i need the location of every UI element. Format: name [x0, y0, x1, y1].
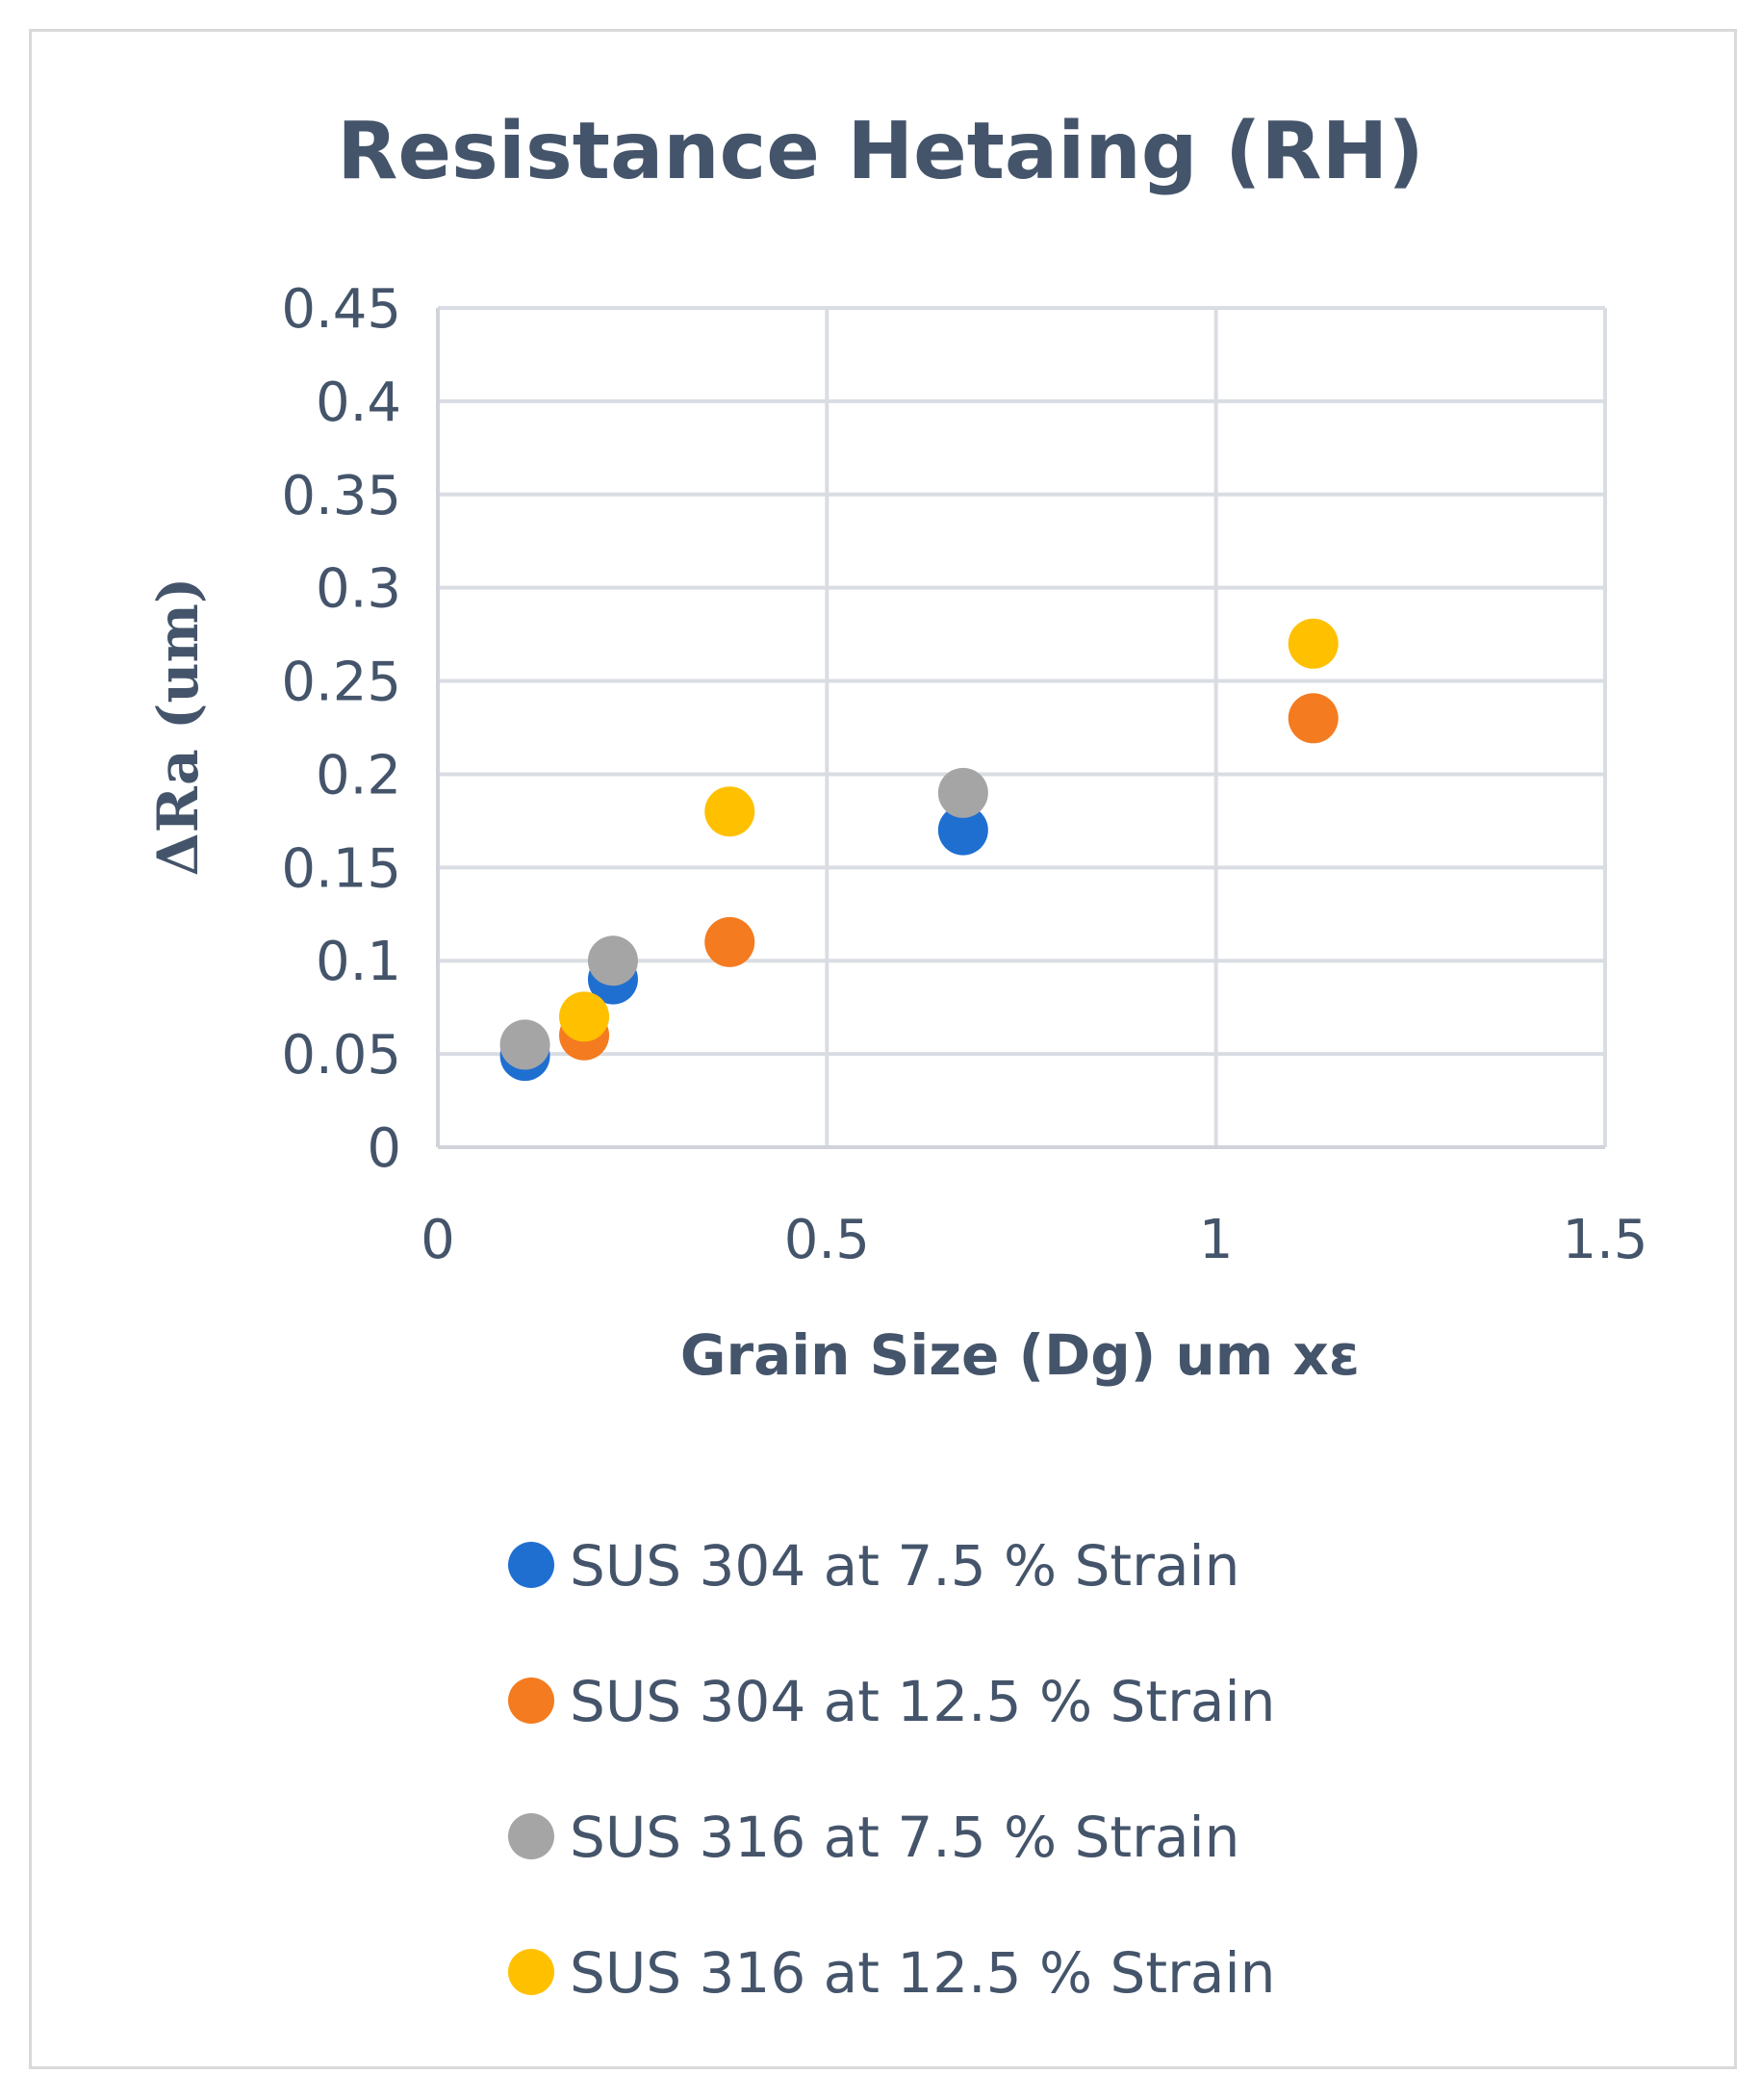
- y-axis-label: ΔRa (um): [145, 577, 211, 877]
- y-tick-label: 0.35: [281, 465, 401, 527]
- y-tick-label: 0.45: [281, 278, 401, 341]
- x-tick-label: 1: [1199, 1209, 1234, 1271]
- data-point-series-2: [704, 916, 755, 967]
- legend-marker: [508, 1813, 554, 1859]
- legend-item: SUS 304 at 12.5 % Strain: [508, 1669, 1275, 1734]
- legend-item: SUS 304 at 7.5 % Strain: [508, 1533, 1239, 1599]
- y-tick-label: 0.2: [316, 744, 401, 807]
- data-point-series-4: [1288, 618, 1339, 669]
- y-tick-label: 0.15: [281, 837, 401, 900]
- chart-title: Resistance Hetaing (RH): [337, 106, 1423, 197]
- tick-labels: 0 0.05 0.1 0.15 0.2 0.25 0.3 0.35 0.4 0.45 0 0.5 1 1.…: [281, 278, 1647, 1271]
- grid: [438, 306, 1607, 1147]
- legend-label: SUS 316 at 7.5 % Strain: [570, 1805, 1239, 1870]
- legend-marker: [508, 1677, 554, 1724]
- y-tick-label: 0: [367, 1117, 401, 1180]
- y-tick-label: 0.1: [316, 931, 401, 993]
- data-point-series-3: [937, 767, 988, 818]
- legend-item: SUS 316 at 7.5 % Strain: [508, 1805, 1239, 1870]
- x-tick-label: 0.5: [784, 1209, 870, 1271]
- chart-frame: [29, 29, 1737, 2069]
- legend-marker: [508, 1542, 554, 1588]
- data-point-series-2: [1288, 693, 1339, 744]
- data-point-series-3: [587, 935, 638, 986]
- data-point-series-1: [937, 805, 988, 856]
- data-point-series-4: [559, 991, 610, 1042]
- y-tick-label: 0.4: [316, 371, 401, 434]
- axes: [436, 308, 1605, 1149]
- y-tick-label: 0.25: [281, 652, 401, 714]
- legend-marker: [508, 1949, 554, 1995]
- legend-label: SUS 304 at 12.5 % Strain: [570, 1669, 1275, 1734]
- legend-label: SUS 304 at 7.5 % Strain: [570, 1533, 1239, 1599]
- data-point-series-3: [499, 1019, 550, 1070]
- data-points: [499, 618, 1339, 1082]
- x-tick-label: 1.5: [1562, 1209, 1647, 1271]
- data-point-series-4: [704, 786, 755, 837]
- legend-label: SUS 316 at 12.5 % Strain: [570, 1940, 1275, 2006]
- legend-item: SUS 316 at 12.5 % Strain: [508, 1940, 1275, 2006]
- y-tick-label: 0.3: [316, 558, 401, 621]
- x-tick-label: 0: [421, 1209, 455, 1271]
- y-tick-label: 0.05: [281, 1024, 401, 1087]
- legend: SUS 304 at 7.5 % Strain SUS 304 at 12.5 %…: [508, 1533, 1275, 2006]
- x-axis-label: Grain Size (Dg) um xε: [680, 1322, 1360, 1388]
